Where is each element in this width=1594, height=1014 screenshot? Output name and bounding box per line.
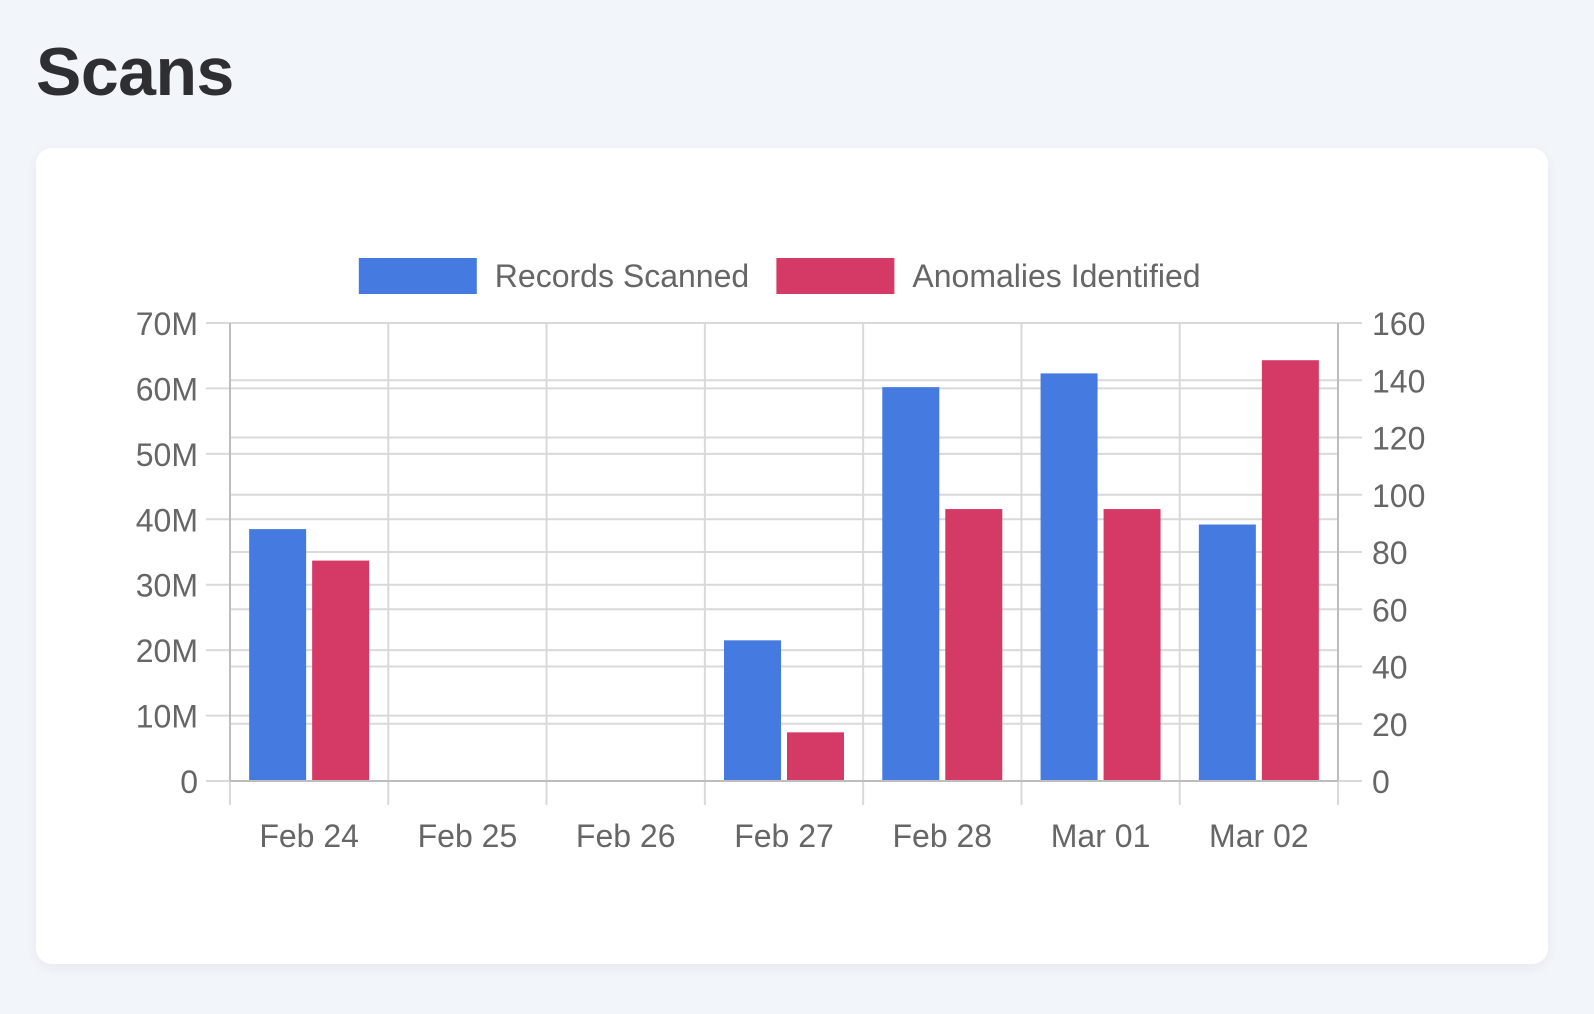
right-tick-label: 160 xyxy=(1372,306,1425,342)
left-tick-label: 0 xyxy=(180,764,198,800)
legend[interactable]: Records Scanned Anomalies Identified xyxy=(358,258,1201,294)
x-tick-label: Feb 24 xyxy=(259,818,359,854)
legend-item-records-scanned[interactable]: Records Scanned xyxy=(358,258,749,294)
left-tick-label: 30M xyxy=(136,568,198,604)
left-tick-label: 70M xyxy=(136,306,198,342)
left-tick-label: 10M xyxy=(136,699,198,735)
records-scanned-bar[interactable] xyxy=(1198,524,1256,781)
grid-layer xyxy=(206,322,1362,805)
left-tick-label: 60M xyxy=(136,371,198,407)
chart-card: 0 10M 20M 30M 40M 50M 60M 70M 0 20 40 60 80 100 120 140… xyxy=(36,148,1548,964)
x-tick-label: Feb 27 xyxy=(734,818,834,854)
right-tick-label: 120 xyxy=(1372,421,1425,457)
bars-layer xyxy=(249,360,1319,781)
scans-chart: 0 10M 20M 30M 40M 50M 60M 70M 0 20 40 60 80 100 120 140… xyxy=(136,258,1426,854)
right-tick-label: 20 xyxy=(1372,707,1408,743)
legend-swatch xyxy=(358,258,477,294)
page-title: Scans xyxy=(36,34,234,110)
anomalies-identified-bar[interactable] xyxy=(945,509,1003,781)
right-tick-label: 40 xyxy=(1372,650,1408,686)
left-tick-label: 40M xyxy=(136,502,198,538)
x-tick-label: Mar 01 xyxy=(1051,818,1151,854)
legend-label: Records Scanned xyxy=(495,258,749,294)
right-tick-label: 140 xyxy=(1372,363,1425,399)
right-tick-label: 100 xyxy=(1372,478,1425,514)
x-tick-label: Feb 26 xyxy=(576,818,676,854)
records-scanned-bar[interactable] xyxy=(724,640,781,781)
x-tick-label: Feb 28 xyxy=(892,818,992,854)
anomalies-identified-bar[interactable] xyxy=(1261,360,1319,781)
x-tick-label: Mar 02 xyxy=(1209,818,1309,854)
axis-layer: 0 10M 20M 30M 40M 50M 60M 70M 0 20 40 60 80 100 120 140… xyxy=(136,306,1426,854)
anomalies-identified-bar[interactable] xyxy=(312,560,370,781)
anomalies-identified-bar[interactable] xyxy=(1103,509,1161,781)
left-tick-label: 50M xyxy=(136,437,198,473)
legend-swatch xyxy=(776,258,895,294)
anomalies-identified-bar[interactable] xyxy=(787,732,844,781)
legend-label: Anomalies Identified xyxy=(912,258,1200,294)
legend-item-anomalies-identified[interactable]: Anomalies Identified xyxy=(776,258,1201,294)
right-tick-label: 60 xyxy=(1372,592,1408,628)
records-scanned-bar[interactable] xyxy=(882,387,940,781)
records-scanned-bar[interactable] xyxy=(249,529,307,781)
right-tick-label: 80 xyxy=(1372,535,1408,571)
right-tick-label: 0 xyxy=(1372,764,1390,800)
left-tick-label: 20M xyxy=(136,633,198,669)
records-scanned-bar[interactable] xyxy=(1040,373,1098,781)
x-tick-label: Feb 25 xyxy=(418,818,518,854)
